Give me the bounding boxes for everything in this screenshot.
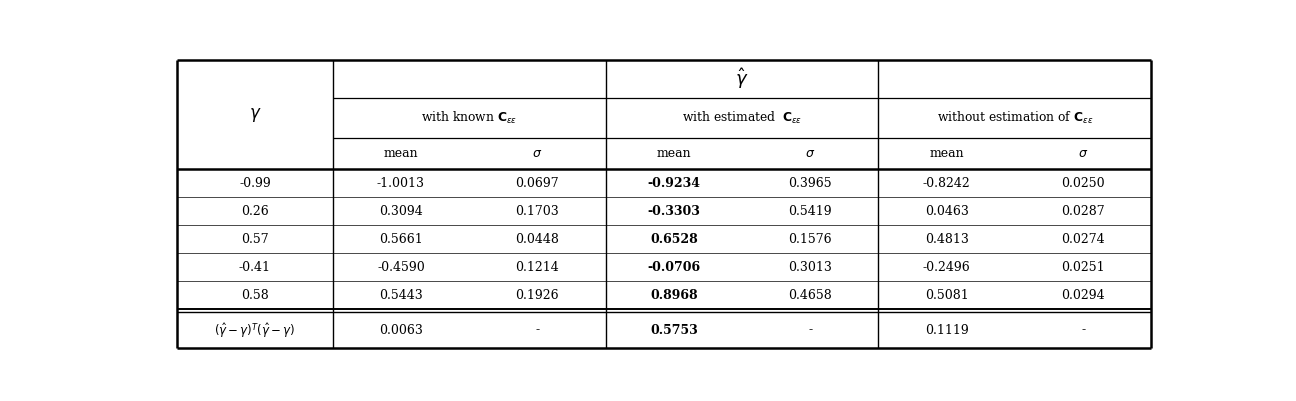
Text: 0.4658: 0.4658 <box>788 289 832 302</box>
Text: mean: mean <box>384 147 419 160</box>
Text: $\gamma$: $\gamma$ <box>249 106 262 124</box>
Text: mean: mean <box>929 147 964 160</box>
Text: -0.3303: -0.3303 <box>648 205 700 218</box>
Text: -0.8242: -0.8242 <box>923 177 971 190</box>
Text: without estimation of $\mathbf{C}_{\varepsilon\varepsilon}$: without estimation of $\mathbf{C}_{\vare… <box>937 109 1093 126</box>
Text: 0.0250: 0.0250 <box>1061 177 1105 190</box>
Text: 0.1576: 0.1576 <box>788 233 832 246</box>
Text: with known $\mathbf{C}_{\varepsilon\varepsilon}$: with known $\mathbf{C}_{\varepsilon\vare… <box>421 109 517 126</box>
Text: -0.9234: -0.9234 <box>647 177 700 190</box>
Text: 0.0294: 0.0294 <box>1061 289 1105 302</box>
Text: 0.1119: 0.1119 <box>925 324 968 336</box>
Text: 0.0697: 0.0697 <box>516 177 559 190</box>
Text: 0.1703: 0.1703 <box>516 205 560 218</box>
Text: 0.57: 0.57 <box>241 233 268 246</box>
Text: 0.26: 0.26 <box>241 205 268 218</box>
Text: -: - <box>535 324 539 336</box>
Text: $\sigma$: $\sigma$ <box>805 147 815 160</box>
Text: -0.4590: -0.4590 <box>377 261 425 274</box>
Text: 0.5753: 0.5753 <box>651 324 697 336</box>
Text: 0.8968: 0.8968 <box>651 289 697 302</box>
Text: 0.4813: 0.4813 <box>925 233 968 246</box>
Text: 0.5081: 0.5081 <box>925 289 968 302</box>
Text: -: - <box>809 324 813 336</box>
Text: 0.3965: 0.3965 <box>788 177 832 190</box>
Text: -: - <box>1081 324 1085 336</box>
Text: -0.0706: -0.0706 <box>647 261 700 274</box>
Text: $(\hat{\gamma} - \gamma)^T(\hat{\gamma} - \gamma)$: $(\hat{\gamma} - \gamma)^T(\hat{\gamma} … <box>214 320 295 340</box>
Text: $\sigma$: $\sigma$ <box>533 147 543 160</box>
Text: 0.5661: 0.5661 <box>380 233 422 246</box>
Text: 0.5419: 0.5419 <box>788 205 832 218</box>
Text: 0.0063: 0.0063 <box>378 324 422 336</box>
Text: mean: mean <box>657 147 691 160</box>
Text: 0.0251: 0.0251 <box>1061 261 1105 274</box>
Text: -0.41: -0.41 <box>238 261 271 274</box>
Text: 0.6528: 0.6528 <box>651 233 697 246</box>
Text: $\hat{\gamma}$: $\hat{\gamma}$ <box>735 67 749 91</box>
Text: $\sigma$: $\sigma$ <box>1078 147 1089 160</box>
Text: 0.0463: 0.0463 <box>925 205 968 218</box>
Text: -0.99: -0.99 <box>238 177 271 190</box>
Text: 0.0287: 0.0287 <box>1061 205 1105 218</box>
Text: 0.0274: 0.0274 <box>1061 233 1105 246</box>
Text: 0.1926: 0.1926 <box>516 289 559 302</box>
Text: 0.3013: 0.3013 <box>788 261 832 274</box>
Text: 0.0448: 0.0448 <box>516 233 560 246</box>
Text: -1.0013: -1.0013 <box>377 177 425 190</box>
Text: with estimated  $\mathbf{C}_{\varepsilon\varepsilon}$: with estimated $\mathbf{C}_{\varepsilon\… <box>682 109 802 126</box>
Text: 0.3094: 0.3094 <box>380 205 422 218</box>
Text: 0.5443: 0.5443 <box>380 289 422 302</box>
Text: 0.1214: 0.1214 <box>516 261 560 274</box>
Text: 0.58: 0.58 <box>241 289 268 302</box>
Text: -0.2496: -0.2496 <box>923 261 971 274</box>
